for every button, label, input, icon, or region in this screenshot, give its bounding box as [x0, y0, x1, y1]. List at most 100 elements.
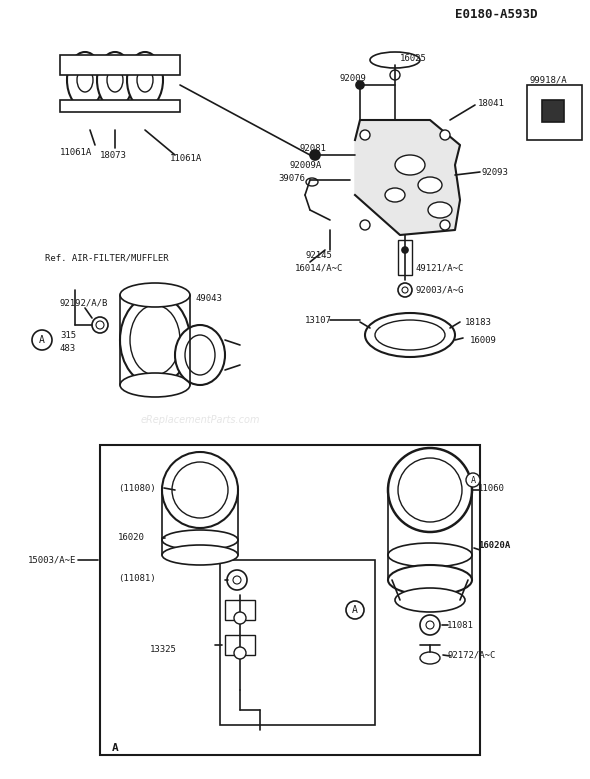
Text: 15003/A~E: 15003/A~E	[28, 555, 76, 565]
Ellipse shape	[375, 320, 445, 350]
Text: 18073: 18073	[100, 150, 127, 160]
Bar	[225, 600, 255, 620]
Text: E0180-A593D: E0180-A593D	[455, 8, 537, 20]
Text: 99918/A: 99918/A	[530, 76, 568, 84]
Text: 13325: 13325	[150, 646, 177, 654]
Circle shape	[360, 130, 370, 140]
Ellipse shape	[162, 530, 238, 550]
Ellipse shape	[395, 588, 465, 612]
Ellipse shape	[120, 373, 190, 397]
Circle shape	[398, 458, 462, 522]
Text: 16020A: 16020A	[478, 541, 510, 549]
Circle shape	[96, 321, 104, 329]
Circle shape	[356, 81, 364, 89]
Circle shape	[92, 317, 108, 333]
Circle shape	[420, 615, 440, 635]
Ellipse shape	[365, 313, 455, 357]
Circle shape	[162, 452, 238, 528]
Text: 18041: 18041	[478, 98, 505, 108]
Ellipse shape	[97, 52, 133, 108]
Ellipse shape	[175, 325, 225, 385]
Ellipse shape	[388, 543, 472, 567]
Bar	[542, 100, 564, 122]
Bar	[220, 560, 375, 725]
Circle shape	[440, 220, 450, 230]
Text: 483: 483	[60, 344, 76, 353]
Text: eReplacementParts.com: eReplacementParts.com	[140, 415, 260, 425]
Circle shape	[426, 621, 434, 629]
Text: 11060: 11060	[478, 484, 505, 492]
Text: 16020: 16020	[118, 534, 145, 542]
Circle shape	[346, 601, 364, 619]
Text: 13107: 13107	[305, 315, 332, 325]
Ellipse shape	[162, 545, 238, 565]
Text: 16014/A~C: 16014/A~C	[295, 263, 343, 273]
Ellipse shape	[67, 52, 103, 108]
Text: 39076: 39076	[278, 174, 305, 182]
Ellipse shape	[420, 652, 440, 664]
Bar	[225, 635, 255, 655]
Bar	[100, 445, 480, 755]
Ellipse shape	[388, 565, 472, 595]
Circle shape	[227, 570, 247, 590]
Bar	[527, 85, 582, 140]
Text: A: A	[39, 335, 45, 345]
Ellipse shape	[130, 305, 180, 375]
Ellipse shape	[127, 52, 163, 108]
Text: 92009: 92009	[340, 73, 367, 83]
Bar	[60, 55, 180, 75]
Ellipse shape	[428, 202, 452, 218]
Circle shape	[402, 247, 408, 253]
Ellipse shape	[390, 70, 400, 80]
Circle shape	[398, 283, 412, 297]
Circle shape	[233, 576, 241, 584]
Text: A: A	[352, 605, 358, 615]
Polygon shape	[355, 120, 460, 235]
Ellipse shape	[170, 490, 230, 506]
Text: 92192/A/B: 92192/A/B	[60, 298, 109, 308]
Circle shape	[466, 473, 480, 487]
Text: A: A	[112, 743, 119, 753]
Text: 92081: 92081	[300, 143, 327, 153]
Ellipse shape	[385, 188, 405, 202]
Text: (11080): (11080)	[118, 484, 156, 492]
Ellipse shape	[137, 68, 153, 92]
Text: 18183: 18183	[465, 318, 492, 326]
Circle shape	[402, 287, 408, 293]
Ellipse shape	[418, 177, 442, 193]
Circle shape	[388, 448, 472, 532]
Ellipse shape	[107, 68, 123, 92]
Ellipse shape	[370, 52, 420, 68]
Text: 92172/A~C: 92172/A~C	[447, 650, 496, 660]
Text: 92009A: 92009A	[290, 160, 322, 170]
Text: 92145: 92145	[305, 251, 332, 259]
Text: 11061A: 11061A	[60, 147, 92, 157]
Bar	[60, 100, 180, 112]
Text: 11081: 11081	[447, 621, 474, 629]
Ellipse shape	[77, 68, 93, 92]
Text: 49121/A~C: 49121/A~C	[415, 263, 463, 273]
Text: 16025: 16025	[400, 54, 427, 62]
Circle shape	[360, 220, 370, 230]
Circle shape	[234, 612, 246, 624]
Text: 92003/A~G: 92003/A~G	[415, 285, 463, 294]
Text: (11081): (11081)	[118, 573, 156, 583]
Text: 49043: 49043	[195, 294, 222, 302]
Text: 11061A: 11061A	[170, 153, 202, 163]
Circle shape	[440, 130, 450, 140]
Text: 92093: 92093	[482, 167, 509, 177]
Text: Ref. AIR-FILTER/MUFFLER: Ref. AIR-FILTER/MUFFLER	[45, 253, 169, 263]
Ellipse shape	[120, 283, 190, 307]
Circle shape	[172, 462, 228, 518]
Circle shape	[32, 330, 52, 350]
Ellipse shape	[185, 335, 215, 375]
Circle shape	[234, 647, 246, 659]
Text: 315: 315	[60, 330, 76, 340]
Text: 16009: 16009	[470, 336, 497, 344]
Text: A: A	[471, 475, 476, 485]
Circle shape	[310, 150, 320, 160]
Ellipse shape	[395, 155, 425, 175]
Ellipse shape	[120, 295, 190, 385]
Ellipse shape	[306, 178, 318, 186]
Bar	[398, 240, 412, 275]
